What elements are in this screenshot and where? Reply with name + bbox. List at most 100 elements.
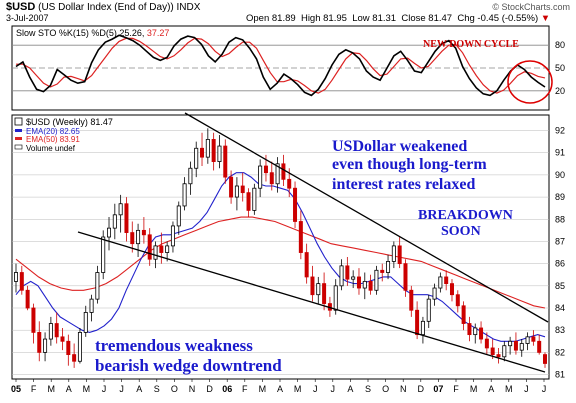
candle-body (298, 221, 303, 253)
candle-body (461, 305, 466, 324)
x-tick-label: O (171, 384, 178, 394)
close-value: 81.47 (428, 13, 453, 24)
open-value: 81.89 (271, 13, 296, 24)
x-tick-label: O (382, 384, 389, 394)
x-tick-label: M (47, 384, 55, 394)
candle-body (66, 340, 71, 355)
annotation-tremendous-weakness: tremendous weakness (95, 336, 253, 355)
symbol: $USD (6, 1, 36, 13)
x-tick-label: 05 (11, 384, 21, 394)
chg-value: -0.45 (-0.55%) (477, 13, 539, 24)
x-tick-label: M (294, 384, 302, 394)
x-tick-label: A (66, 384, 72, 394)
high-value: 81.95 (323, 13, 347, 24)
annotation-soon: SOON (441, 224, 481, 239)
x-tick-label: A (136, 384, 142, 394)
candle-body (217, 145, 222, 162)
candle-body (391, 245, 396, 262)
candle-body (101, 236, 106, 273)
annotation-long-term: even though long-term (332, 156, 487, 173)
copyright: © StockCharts.com (492, 2, 570, 12)
price-ytick-label: 91 (555, 148, 565, 158)
candle-body (432, 287, 437, 300)
x-tick-label: A (488, 384, 494, 394)
candle-body (537, 340, 542, 353)
exchange: INDX (176, 2, 201, 13)
candle-body (60, 336, 65, 342)
candle-body (316, 283, 321, 296)
legend-ema20: EMA(20) 82.65 (26, 127, 80, 136)
candle-body (287, 178, 292, 189)
annotation-bearish-wedge: bearish wedge downtrend (95, 356, 282, 375)
x-tick-label: M (83, 384, 91, 394)
candle-body (420, 320, 425, 336)
price-ytick-label: 89 (555, 192, 565, 202)
candle-body (310, 276, 315, 296)
candle-body (322, 283, 327, 304)
candle-body (333, 285, 338, 311)
candle-body (519, 343, 524, 351)
candle-body (362, 280, 367, 289)
candle-body (386, 261, 391, 273)
x-tick-label: D (418, 384, 425, 394)
candle-body (176, 205, 181, 227)
price-ytick-label: 85 (555, 281, 565, 291)
x-tick-label: F (242, 384, 248, 394)
x-tick-label: N (400, 384, 407, 394)
candle-body (403, 263, 408, 291)
candle-body (95, 272, 100, 300)
price-ytick-label: 84 (555, 303, 565, 313)
candle-body (263, 165, 268, 174)
candle-body (54, 323, 59, 338)
sto-ytick-label: 50 (555, 63, 565, 73)
price-ytick-label: 92 (555, 126, 565, 136)
candle-body (194, 147, 199, 169)
candle-body (467, 323, 472, 336)
price-ytick-label: 88 (555, 214, 565, 224)
candle-body (118, 203, 123, 216)
chg-label: Chg (457, 13, 475, 24)
x-axis: 05 F M A M J J A S O N D 06 F M A M J J A S O N D 07 F M A M J J (11, 379, 546, 394)
candle-body (25, 289, 30, 309)
close-label: Close (401, 13, 426, 24)
sto-ytick-label: 80 (555, 40, 565, 50)
ohlc-readout: Open 81.89 High 81.95 Low 81.31 Close 81… (246, 13, 550, 24)
candle-body (83, 312, 88, 333)
candle-body (223, 145, 228, 178)
wedge-upper-trendline (184, 112, 549, 323)
x-tick-label: A (277, 384, 283, 394)
candle-body (124, 203, 129, 233)
candle-body (444, 276, 449, 285)
candle-body (200, 147, 205, 158)
x-tick-label: J (524, 384, 529, 394)
candle-body (19, 272, 24, 291)
candle-body (513, 340, 518, 351)
open-label: Open (246, 13, 270, 24)
price-legend: $USD (Weekly) 81.47 EMA(20) 82.65 EMA(50… (14, 117, 113, 153)
candle-body (211, 139, 216, 162)
candle-body (72, 354, 77, 362)
candle-body (304, 252, 309, 278)
candle-body (141, 229, 146, 236)
candle-body (165, 245, 170, 253)
candle-body (136, 229, 141, 245)
price-ytick-label: 87 (555, 236, 565, 246)
candle-body (438, 276, 443, 289)
candle-body (409, 289, 414, 311)
candle-body (293, 187, 298, 222)
candle-body (182, 183, 187, 207)
candle-body (188, 167, 193, 185)
x-tick-label: A (347, 384, 353, 394)
candle-body (246, 192, 251, 211)
sto-k-line (15, 34, 546, 97)
price-ytick-label: 81 (555, 370, 565, 380)
candle-body (234, 185, 239, 198)
legend-main: $USD (Weekly) 81.47 (26, 117, 113, 127)
x-tick-label: J (331, 384, 336, 394)
price-ytick-label: 90 (555, 170, 565, 180)
x-tick-label: J (102, 384, 107, 394)
candle-body (77, 332, 82, 362)
candle-body (508, 340, 513, 347)
ema20-line (15, 172, 546, 342)
legend-volume: Volume undef (26, 144, 76, 153)
